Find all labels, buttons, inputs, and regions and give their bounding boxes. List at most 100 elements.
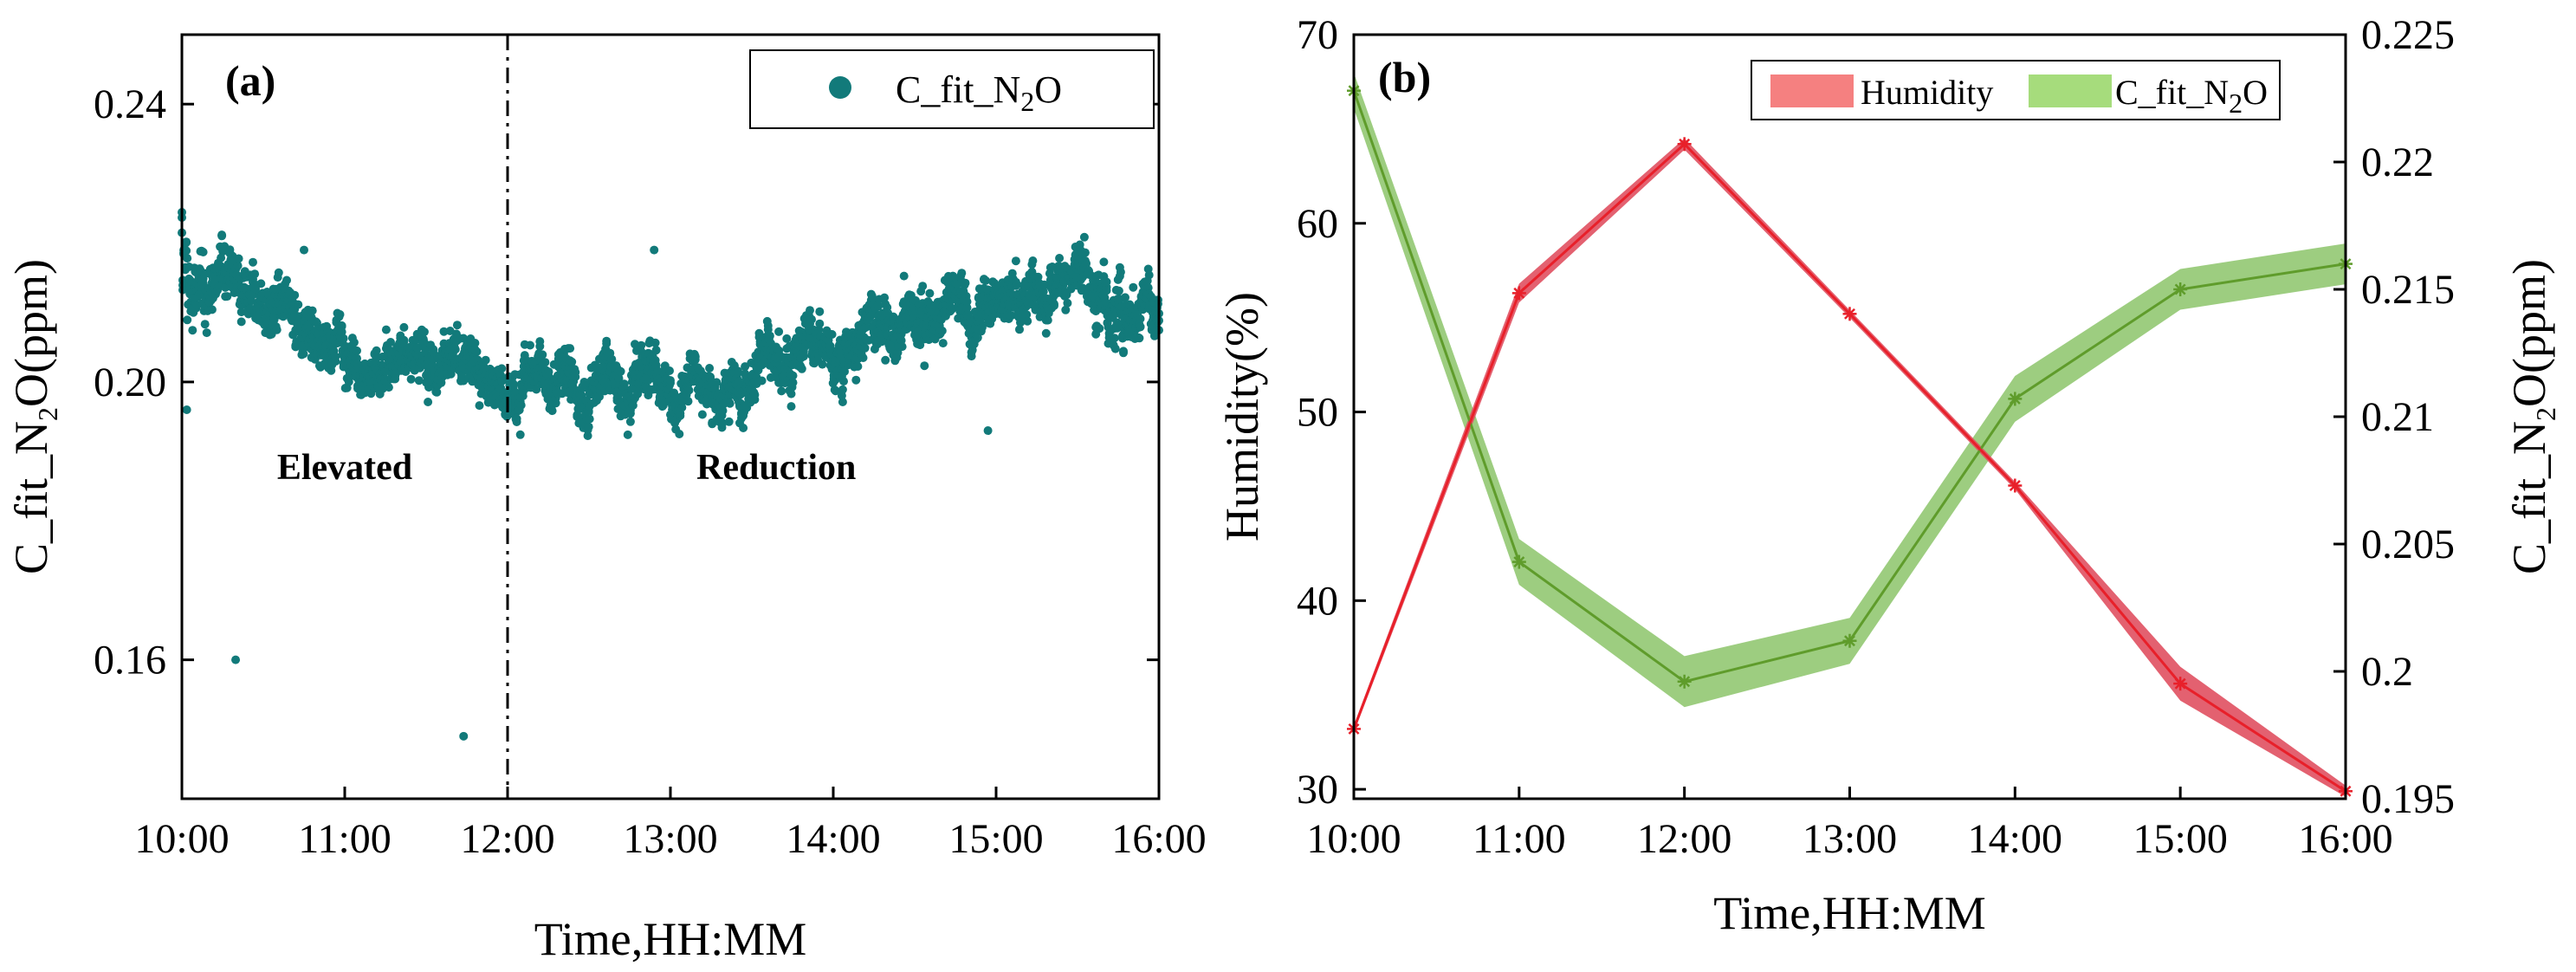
- data-point: [339, 334, 348, 343]
- data-point: [1135, 334, 1144, 343]
- panel-a-x-ticks: 10:00 11:00 12:00 13:00 14:00 15:00 16:00: [134, 787, 1207, 862]
- data-point: [584, 422, 593, 431]
- data-point: [207, 305, 217, 314]
- data-point: [1110, 334, 1119, 343]
- data-point: [831, 386, 840, 396]
- data-point: [825, 341, 835, 351]
- data-point: [750, 390, 760, 399]
- data-point: [236, 317, 246, 327]
- panel-b-left-y-tick-label: 60: [1297, 201, 1338, 247]
- panel-b-right-y-tick-label: 0.225: [2361, 12, 2455, 58]
- panel-a-ylabel-post: O(ppm): [5, 259, 57, 407]
- line-humidity: [1352, 142, 2346, 793]
- panel-a-legend-post: O: [1034, 68, 1062, 111]
- data-point: [481, 355, 490, 365]
- data-point: [697, 410, 707, 419]
- panel-b-right-y-ticks: 0.195 0.2 0.205 0.21 0.215 0.22 0.225: [2333, 12, 2455, 822]
- marker-humidity: [1511, 286, 1526, 301]
- data-point: [414, 376, 424, 386]
- data-point: [690, 353, 700, 362]
- panel-b-left-y-ticks: 30 40 50 60 70: [1297, 12, 1366, 813]
- data-point: [182, 246, 191, 256]
- data-point: [399, 322, 409, 332]
- data-point: [312, 318, 321, 327]
- data-point: [815, 307, 825, 316]
- data-point: [806, 306, 814, 315]
- data-point: [899, 271, 909, 281]
- data-point: [424, 398, 433, 406]
- panel-a-scatter: 10:00 11:00 12:00 13:00 14:00 15:00 16:00 0.16…: [5, 33, 1207, 965]
- panel-b-right-y-tick-label: 0.2: [2361, 649, 2413, 695]
- data-point: [788, 371, 798, 380]
- data-point: [1023, 316, 1032, 326]
- data-point: [290, 290, 300, 300]
- data-point: [925, 288, 935, 298]
- data-point: [1028, 256, 1038, 265]
- data-point: [1006, 311, 1016, 321]
- marker-c-fit-n2o: [2173, 282, 2188, 296]
- data-point: [512, 414, 521, 424]
- data-point: [1099, 257, 1109, 267]
- panel-b-x-tick-label: 16:00: [2298, 816, 2392, 862]
- data-point: [733, 368, 742, 378]
- panel-a-ylabel-pre: C_fit_N: [5, 421, 57, 574]
- panel-b-left-y-tick-label: 70: [1297, 12, 1338, 58]
- data-point: [223, 292, 232, 301]
- panel-a-x-tick-label: 13:00: [623, 816, 717, 862]
- panel-a-legend-box: [749, 49, 1155, 129]
- data-point: [839, 377, 848, 386]
- data-point: [1079, 232, 1089, 242]
- panel-b-right-y-tick-label: 0.22: [2361, 139, 2434, 185]
- data-point: [858, 353, 868, 362]
- data-point: [475, 401, 484, 411]
- data-point: [540, 358, 550, 367]
- data-point: [384, 383, 393, 392]
- panel-b-legend: Humidity C_fit_N2O: [1751, 60, 2281, 120]
- data-point: [838, 398, 847, 406]
- data-point: [236, 308, 246, 317]
- panel-b-x-tick-label: 10:00: [1306, 816, 1401, 862]
- data-point: [840, 366, 849, 376]
- data-point: [1011, 256, 1020, 266]
- panel-b-right-y-tick-label: 0.195: [2361, 776, 2455, 822]
- panel-b-right-y-tick-label: 0.215: [2361, 267, 2455, 313]
- data-point: [439, 327, 449, 336]
- data-point: [782, 334, 792, 343]
- data-point: [256, 279, 266, 288]
- panel-a-x-tick-label: 16:00: [1111, 816, 1206, 862]
- data-point: [182, 237, 191, 247]
- data-point: [1022, 310, 1032, 320]
- legend-label-humidity: Humidity: [1861, 73, 1993, 112]
- data-point: [981, 275, 990, 285]
- panel-b-ylabel-sub: 2: [2530, 407, 2561, 421]
- data-point: [739, 424, 748, 432]
- panel-b-left-y-tick-label: 50: [1297, 390, 1338, 436]
- data-point: [607, 354, 617, 364]
- data-point: [470, 339, 480, 347]
- panel-a-y-tick-label: 0.24: [94, 81, 166, 127]
- data-point: [724, 417, 734, 426]
- data-point: [918, 282, 928, 291]
- panel-a-legend-marker: [829, 76, 851, 99]
- data-point: [183, 315, 192, 325]
- data-point: [274, 268, 283, 277]
- data-point-outlier: [231, 655, 241, 664]
- data-point-outlier: [983, 426, 993, 436]
- data-point: [526, 340, 534, 350]
- legend-c-fit-pre: C_fit_N: [2115, 73, 2229, 112]
- data-point: [957, 269, 967, 278]
- panel-b-bands: [1354, 73, 2346, 797]
- panel-a-x-tick-label: 14:00: [786, 816, 880, 862]
- panel-b-right-y-tick-label: 0.21: [2361, 394, 2434, 440]
- legend-c-fit-sub: 2: [2229, 87, 2243, 119]
- data-point: [1114, 286, 1123, 295]
- data-point: [851, 375, 861, 385]
- data-point: [452, 321, 462, 330]
- data-point: [202, 328, 211, 338]
- data-point: [861, 322, 871, 332]
- data-point: [827, 330, 837, 339]
- data-point: [419, 327, 429, 337]
- data-point: [665, 366, 674, 375]
- data-point: [666, 376, 675, 386]
